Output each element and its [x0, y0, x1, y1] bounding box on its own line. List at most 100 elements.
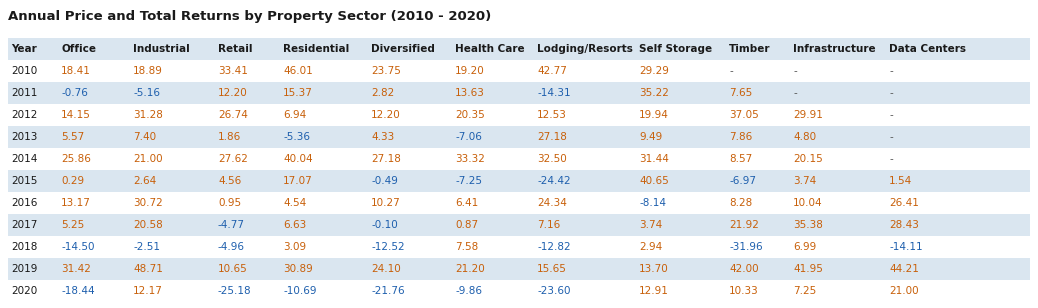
Text: -31.96: -31.96 — [729, 242, 763, 252]
Text: -0.76: -0.76 — [61, 88, 88, 98]
Text: 2.94: 2.94 — [639, 242, 662, 252]
Text: 21.92: 21.92 — [729, 220, 759, 230]
Text: -18.44: -18.44 — [61, 286, 94, 296]
Text: 2019: 2019 — [11, 264, 37, 274]
Text: 1.86: 1.86 — [218, 132, 241, 142]
Text: 7.58: 7.58 — [455, 242, 479, 252]
Text: Self Storage: Self Storage — [639, 44, 712, 54]
Text: 42.00: 42.00 — [729, 264, 759, 274]
Text: 3.09: 3.09 — [283, 242, 306, 252]
Text: 32.50: 32.50 — [537, 154, 567, 164]
Text: Timber: Timber — [729, 44, 770, 54]
Text: 25.86: 25.86 — [61, 154, 91, 164]
Text: 30.89: 30.89 — [283, 264, 312, 274]
Text: 14.15: 14.15 — [61, 110, 91, 120]
Text: 31.42: 31.42 — [61, 264, 91, 274]
Text: 4.33: 4.33 — [371, 132, 394, 142]
Text: 7.40: 7.40 — [133, 132, 156, 142]
Text: -5.16: -5.16 — [133, 88, 160, 98]
Text: -10.69: -10.69 — [283, 286, 317, 296]
Text: Lodging/Resorts: Lodging/Resorts — [537, 44, 633, 54]
Text: 20.15: 20.15 — [793, 154, 823, 164]
Text: 5.25: 5.25 — [61, 220, 84, 230]
Text: Diversified: Diversified — [371, 44, 435, 54]
Text: -6.97: -6.97 — [729, 176, 756, 186]
Text: 0.95: 0.95 — [218, 198, 241, 208]
Text: 2.82: 2.82 — [371, 88, 394, 98]
Text: 2011: 2011 — [11, 88, 37, 98]
Text: 6.94: 6.94 — [283, 110, 306, 120]
Text: 6.41: 6.41 — [455, 198, 479, 208]
Text: Industrial: Industrial — [133, 44, 190, 54]
Text: 10.04: 10.04 — [793, 198, 823, 208]
Text: 4.80: 4.80 — [793, 132, 816, 142]
Bar — [8, 192, 1030, 214]
Bar — [8, 148, 1030, 170]
Text: -: - — [889, 110, 893, 120]
Text: 18.41: 18.41 — [61, 66, 91, 76]
Text: -23.60: -23.60 — [537, 286, 571, 296]
Text: 28.43: 28.43 — [889, 220, 919, 230]
Text: Residential: Residential — [283, 44, 349, 54]
Text: 19.94: 19.94 — [639, 110, 668, 120]
Text: 26.41: 26.41 — [889, 198, 919, 208]
Text: 15.37: 15.37 — [283, 88, 312, 98]
Text: 24.10: 24.10 — [371, 264, 401, 274]
Text: Year: Year — [11, 44, 36, 54]
Text: -5.36: -5.36 — [283, 132, 310, 142]
Text: -14.11: -14.11 — [889, 242, 923, 252]
Text: 4.56: 4.56 — [218, 176, 241, 186]
Text: 37.05: 37.05 — [729, 110, 759, 120]
Bar — [8, 38, 1030, 60]
Bar — [8, 258, 1030, 280]
Text: 27.18: 27.18 — [371, 154, 401, 164]
Bar — [8, 104, 1030, 126]
Text: 26.74: 26.74 — [218, 110, 248, 120]
Text: 15.65: 15.65 — [537, 264, 567, 274]
Text: -4.96: -4.96 — [218, 242, 245, 252]
Text: 40.65: 40.65 — [639, 176, 668, 186]
Text: 9.49: 9.49 — [639, 132, 662, 142]
Text: 12.20: 12.20 — [371, 110, 401, 120]
Text: 3.74: 3.74 — [639, 220, 662, 230]
Text: 13.70: 13.70 — [639, 264, 668, 274]
Text: 30.72: 30.72 — [133, 198, 163, 208]
Text: 29.91: 29.91 — [793, 110, 823, 120]
Text: -14.31: -14.31 — [537, 88, 571, 98]
Bar — [8, 60, 1030, 82]
Text: 12.17: 12.17 — [133, 286, 163, 296]
Text: 2015: 2015 — [11, 176, 37, 186]
Text: 1.54: 1.54 — [889, 176, 912, 186]
Text: -12.82: -12.82 — [537, 242, 571, 252]
Text: 2020: 2020 — [11, 286, 37, 296]
Bar — [8, 170, 1030, 192]
Text: 33.41: 33.41 — [218, 66, 248, 76]
Text: 12.91: 12.91 — [639, 286, 668, 296]
Text: 2018: 2018 — [11, 242, 37, 252]
Text: 20.58: 20.58 — [133, 220, 163, 230]
Text: 48.71: 48.71 — [133, 264, 163, 274]
Text: 6.99: 6.99 — [793, 242, 816, 252]
Text: 5.57: 5.57 — [61, 132, 84, 142]
Text: 21.00: 21.00 — [889, 286, 919, 296]
Text: -7.06: -7.06 — [455, 132, 482, 142]
Text: 31.44: 31.44 — [639, 154, 668, 164]
Text: 20.35: 20.35 — [455, 110, 485, 120]
Text: 10.65: 10.65 — [218, 264, 248, 274]
Text: -: - — [729, 66, 733, 76]
Text: 23.75: 23.75 — [371, 66, 401, 76]
Text: 17.07: 17.07 — [283, 176, 312, 186]
Text: 0.87: 0.87 — [455, 220, 479, 230]
Bar — [8, 214, 1030, 236]
Text: Office: Office — [61, 44, 95, 54]
Text: -8.14: -8.14 — [639, 198, 666, 208]
Text: -21.76: -21.76 — [371, 286, 405, 296]
Bar — [8, 82, 1030, 104]
Text: 2014: 2014 — [11, 154, 37, 164]
Text: -: - — [889, 132, 893, 142]
Text: 27.18: 27.18 — [537, 132, 567, 142]
Text: 21.00: 21.00 — [133, 154, 163, 164]
Text: Infrastructure: Infrastructure — [793, 44, 876, 54]
Text: 0.29: 0.29 — [61, 176, 84, 186]
Text: -9.86: -9.86 — [455, 286, 482, 296]
